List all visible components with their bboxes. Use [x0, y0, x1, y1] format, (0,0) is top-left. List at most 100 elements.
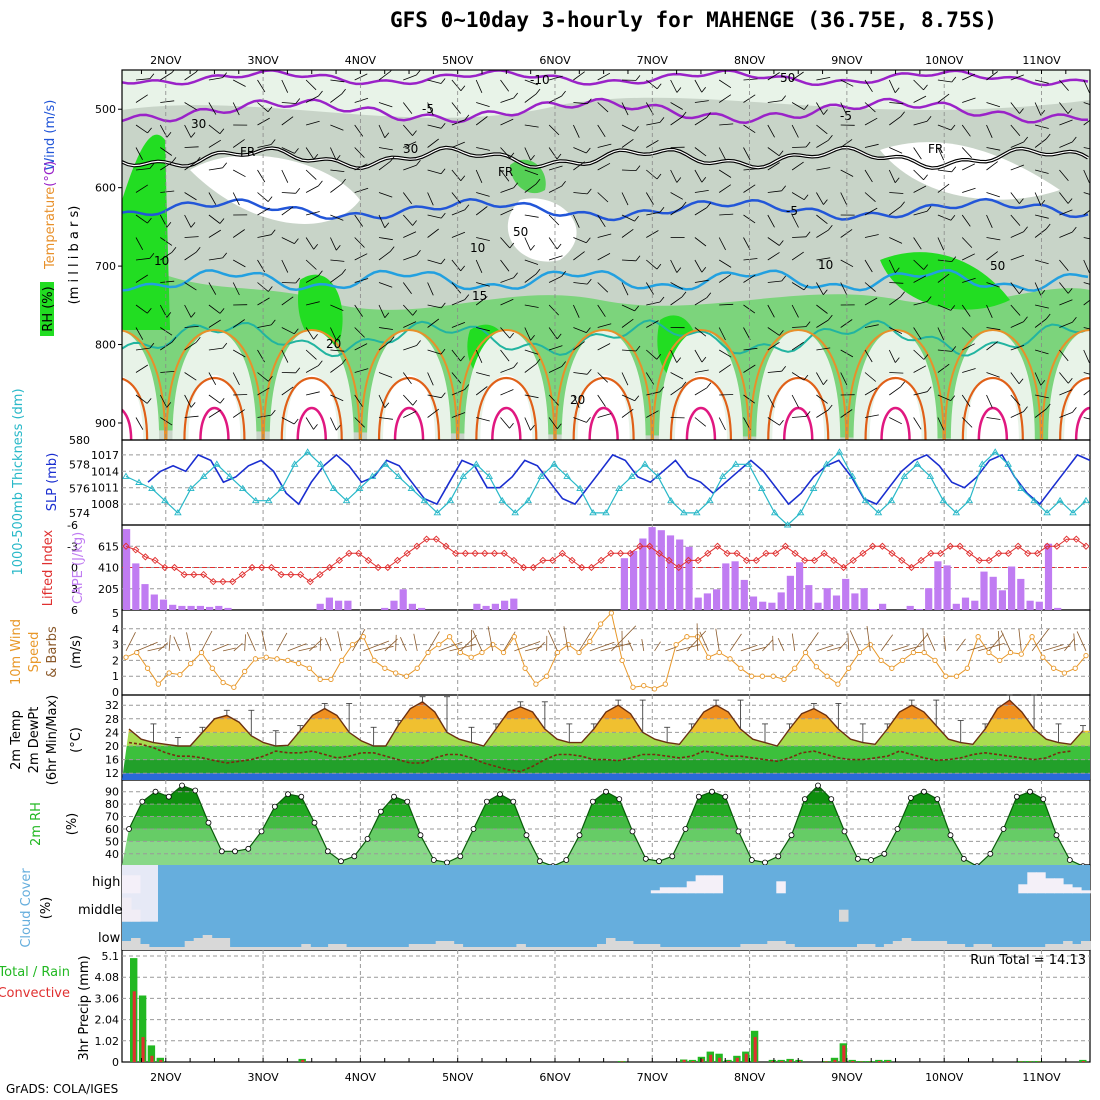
thickness-marker	[420, 496, 429, 504]
thickness-marker	[654, 472, 662, 479]
contour-labels: -10 -5 -5 FR FR FR -5 10 10 10 15 20 20 …	[154, 71, 1005, 407]
li-marker	[655, 549, 663, 557]
wind-barb	[913, 391, 928, 396]
wind-speed-marker	[393, 670, 399, 676]
cloud-high-clear	[1036, 872, 1046, 894]
precip-total-bar	[1017, 1061, 1025, 1062]
wind10-barb	[578, 631, 592, 652]
rh-marker	[457, 853, 464, 860]
wind-barb-flag	[1045, 313, 1051, 320]
date-labels: 2NOV2NOV3NOV3NOV4NOV4NOV5NOV5NOV6NOV6NOV…	[150, 54, 1061, 1084]
wind-barb	[500, 169, 510, 182]
wind-barb	[719, 123, 734, 126]
cape-bar	[906, 605, 914, 610]
cloud-low-clear	[417, 944, 428, 950]
cloud-high-clear	[1027, 872, 1037, 894]
temp-band	[122, 759, 1090, 774]
wind-barb	[645, 372, 655, 385]
wind-barb	[694, 147, 707, 157]
cloud-low-clear	[1045, 944, 1055, 950]
wind-barb	[670, 169, 678, 183]
precip-convective-bar	[735, 1057, 739, 1062]
wind-barb	[378, 147, 393, 151]
wind-barb-flag	[195, 246, 201, 253]
wind-barb	[888, 259, 896, 273]
wind-barb-flag	[149, 342, 155, 349]
wind-tick-label: 0	[112, 686, 119, 699]
wind-barb	[1035, 79, 1049, 84]
li-marker	[355, 549, 363, 557]
date-label-top: 3NOV	[247, 54, 279, 67]
wind-barb	[694, 327, 707, 337]
wind-barb	[548, 124, 560, 136]
thickness-marker	[861, 496, 870, 504]
wind-barb	[524, 79, 539, 86]
wind-barb-flag	[950, 305, 956, 311]
wind-barb	[184, 341, 197, 351]
contour-plus25	[122, 377, 149, 440]
wind-barb	[403, 411, 417, 418]
wind-barb	[233, 79, 246, 87]
wind-barb-flag	[900, 201, 905, 207]
cape-bar	[510, 598, 518, 610]
wind-barb-flag	[1067, 108, 1073, 114]
cape-bar	[777, 592, 785, 610]
wind-tick-label: 2	[112, 654, 119, 667]
wind10-barb	[891, 645, 909, 652]
wind-barb-flag	[384, 312, 390, 318]
wind-speed-marker	[436, 641, 442, 648]
wind-barb	[403, 304, 413, 316]
wind-barb-flag	[805, 231, 811, 238]
wind-barb	[913, 275, 927, 283]
wind-barb-flag	[335, 244, 341, 251]
wind-speed-marker	[155, 681, 162, 687]
cape-bar	[823, 588, 831, 610]
wind-barb	[524, 363, 537, 373]
upper-air-panel: -10 -5 -5 FR FR FR -5 10 10 10 15 20 20 …	[122, 70, 1090, 440]
wind-barb	[257, 324, 272, 328]
wind-barb	[743, 347, 758, 351]
li-marker	[1062, 535, 1071, 543]
li-marker	[849, 556, 857, 565]
wind-barb	[1083, 389, 1090, 396]
wind-barb	[937, 394, 951, 401]
wind-barb	[864, 282, 876, 292]
li-marker	[481, 549, 489, 557]
contour-plus5	[122, 197, 1089, 222]
rh-marker	[179, 782, 185, 789]
rh-tick-label: 70	[105, 811, 119, 824]
wind-speed-marker	[641, 683, 647, 689]
wind-barb	[816, 77, 831, 81]
li-marker	[161, 563, 169, 572]
cloud-low-clear	[381, 947, 392, 950]
wind-barb-flag	[270, 319, 276, 326]
wind-barb	[305, 349, 317, 360]
thickness-marker	[213, 460, 221, 467]
precip-convective-bar	[833, 1059, 837, 1062]
thickness-marker	[277, 484, 286, 492]
wind-barb-flag	[561, 271, 567, 277]
day-grid	[165, 70, 1042, 1062]
rh-marker	[815, 782, 821, 789]
wind-barb	[864, 414, 879, 418]
wind-barb-flag	[440, 258, 446, 265]
wind-barb-flag	[513, 92, 519, 99]
wind-barb-flag	[822, 289, 828, 295]
wind-barb-flag	[219, 397, 225, 404]
wind10-barb	[158, 642, 169, 652]
wind-barb	[475, 116, 488, 126]
wind-barb-flag	[440, 168, 446, 174]
precip-total-bar	[848, 1059, 856, 1062]
thickness-tick-label: 578	[69, 458, 90, 471]
cloud-low-clear	[193, 938, 204, 950]
wind-barb	[1059, 141, 1073, 148]
cloud-low-clear	[776, 941, 786, 950]
wind-barb	[621, 394, 635, 402]
cloud-low-clear	[641, 944, 652, 950]
wind-speed-marker	[242, 668, 248, 675]
cape-label: CAPE (J/kg)	[71, 532, 86, 604]
cloud-low-clear	[857, 944, 867, 950]
precip-convective-bar	[301, 1059, 305, 1062]
wind-barb	[646, 122, 661, 126]
wind-barb-flag	[530, 245, 535, 251]
